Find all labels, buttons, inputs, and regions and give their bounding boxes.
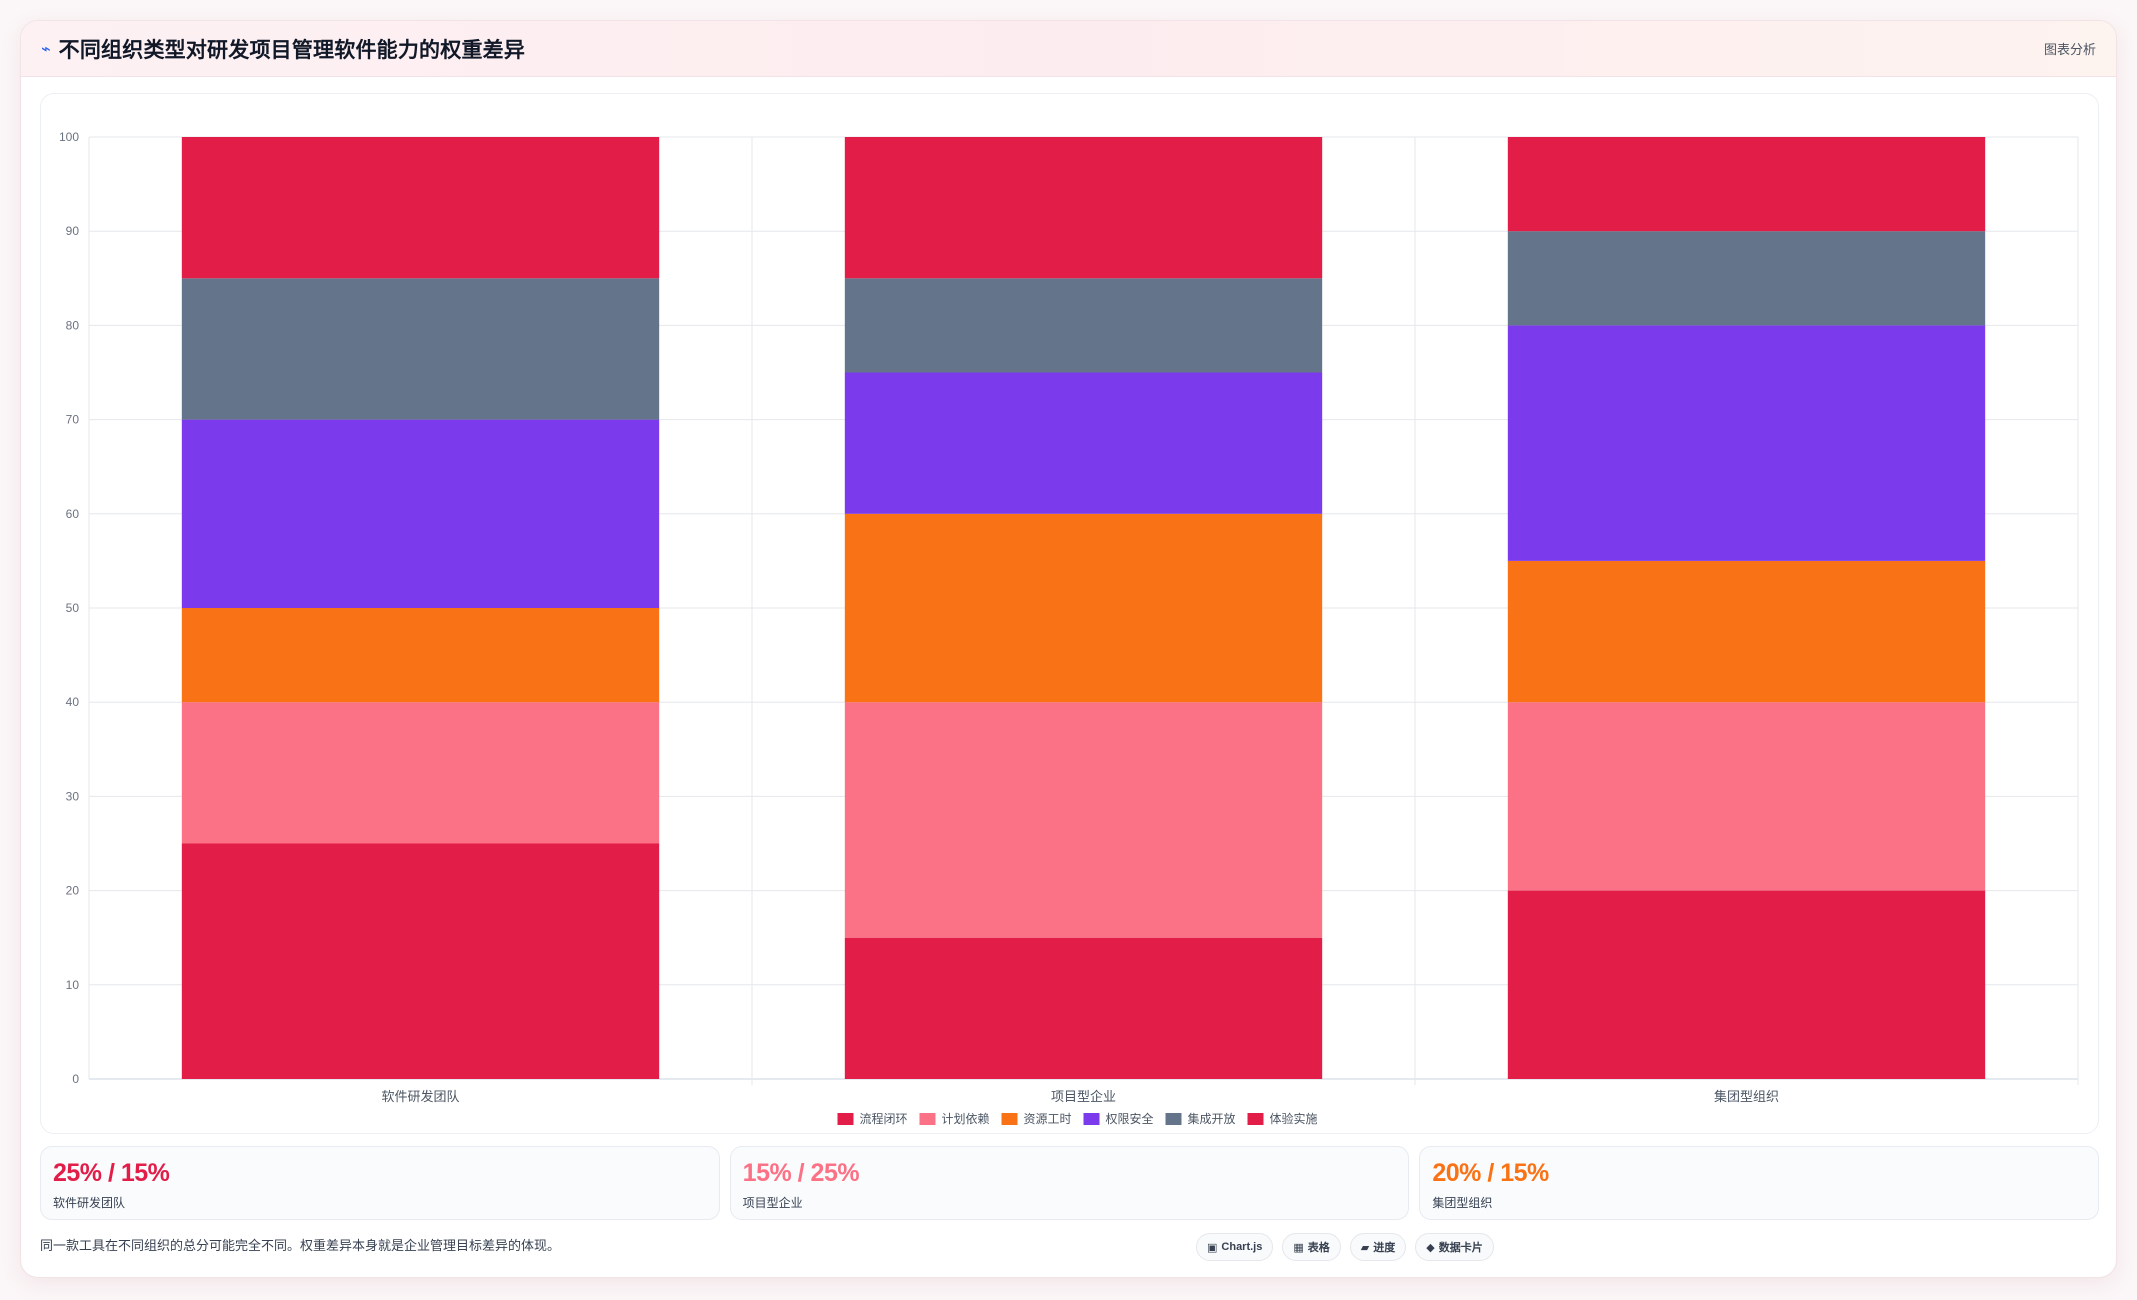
card-header: ⌁ 不同组织类型对研发项目管理软件能力的权重差异 图表分析: [21, 21, 2116, 77]
y-tick-label: 50: [66, 601, 80, 615]
stat-cards: 25% / 15% 软件研发团队 15% / 25% 项目型企业 20% / 1…: [40, 1146, 2100, 1220]
chip-group: ▣ Chart.js ▦ 表格 ▰ 进度 ◆ 数据卡片: [1196, 1233, 1494, 1261]
chart-card: ⌁ 不同组织类型对研发项目管理软件能力的权重差异 图表分析 0 10 20 30 40 5…: [20, 20, 2117, 1278]
chip-progress[interactable]: ▰ 进度: [1349, 1233, 1407, 1261]
chip-chartjs[interactable]: ▣ Chart.js: [1196, 1233, 1274, 1261]
legend-swatch: [919, 1113, 936, 1125]
chip-label: 表格: [1307, 1242, 1330, 1254]
bar-segment: [1507, 325, 1986, 561]
bar-segment: [844, 513, 1323, 703]
stacked-bar-chart: 0 10 20 30 40 50 60 70 80 90 100 软件研发团队 项目型企业 集团型组织流程…: [59, 130, 2079, 1126]
page-title: 不同组织类型对研发项目管理软件能力的权重差异: [58, 38, 526, 62]
bar-segment: [844, 372, 1323, 514]
chip-label: 进度: [1373, 1242, 1396, 1254]
stat-label: 软件研发团队: [53, 1196, 126, 1210]
table-icon: ▦: [1293, 1241, 1304, 1254]
stat-value: 15% / 25%: [742, 1159, 860, 1187]
stat-label: 集团型组织: [1432, 1196, 1493, 1210]
y-tick-label: 70: [66, 413, 80, 427]
bar-segment: [1507, 702, 1986, 891]
legend-label: 集成开放: [1188, 1111, 1236, 1126]
card-footer: 同一款工具在不同组织的总分可能完全不同。权重差异本身就是企业管理目标差异的体现。…: [40, 1231, 2099, 1265]
footer-note: 同一款工具在不同组织的总分可能完全不同。权重差异本身就是企业管理目标差异的体现。: [40, 1238, 561, 1253]
stat-label: 项目型企业: [742, 1196, 803, 1210]
y-tick-label: 10: [66, 978, 80, 992]
legend-swatch: [1247, 1113, 1264, 1125]
bar-segment: [844, 702, 1323, 938]
bar-segment: [844, 278, 1323, 373]
legend-label: 计划依赖: [942, 1111, 990, 1126]
legend-swatch: [1083, 1113, 1100, 1125]
bar-segment: [1507, 890, 1986, 1079]
legend-label: 资源工时: [1024, 1112, 1072, 1126]
legend-swatch: [837, 1113, 854, 1125]
bar-segment: [181, 419, 660, 608]
legend-label: 权限安全: [1106, 1111, 1154, 1126]
bar-segment: [181, 702, 660, 844]
y-tick-label: 90: [66, 224, 80, 238]
legend-swatch: [1165, 1113, 1182, 1125]
legend-swatch: [1001, 1113, 1018, 1125]
chart-icon: ▣: [1207, 1241, 1218, 1254]
x-tick-label: 项目型企业: [1051, 1089, 1116, 1104]
bar-segment: [1507, 231, 1986, 326]
bar-segment: [181, 608, 660, 703]
stat-card: 25% / 15% 软件研发团队: [40, 1146, 720, 1220]
chip-label: 数据卡片: [1438, 1242, 1483, 1254]
bar-segment: [1507, 560, 1986, 703]
y-tick-label: 60: [66, 507, 80, 521]
bar-segment: [181, 137, 660, 279]
y-tick-label: 40: [66, 695, 80, 709]
bar-segment: [1507, 137, 1986, 232]
chart-panel: 0 10 20 30 40 50 60 70 80 90 100 软件研发团队 项目型企业 集团型组织流程…: [40, 93, 2099, 1134]
y-tick-label: 20: [66, 884, 80, 898]
stat-value: 25% / 15%: [53, 1159, 170, 1187]
stat-card: 15% / 25% 项目型企业: [729, 1146, 1410, 1220]
chart-icon: ⌁: [41, 40, 51, 58]
chart-analysis-link[interactable]: 图表分析: [2043, 42, 2096, 57]
bar-segment: [844, 937, 1323, 1079]
chip-data-card[interactable]: ◆ 数据卡片: [1415, 1233, 1494, 1261]
title-wrap: ⌁ 不同组织类型对研发项目管理软件能力的权重差异: [41, 34, 525, 64]
y-tick-label: 100: [59, 130, 79, 144]
bar-segment: [181, 843, 660, 1079]
stat-value: 20% / 15%: [1432, 1159, 1549, 1187]
stat-card: 20% / 15% 集团型组织: [1419, 1146, 2100, 1220]
progress-icon: ▰: [1360, 1241, 1370, 1254]
legend-label: 流程闭环: [860, 1111, 908, 1126]
bar-segment: [844, 137, 1323, 279]
y-tick-label: 30: [66, 789, 80, 803]
diamond-icon: ◆: [1426, 1241, 1435, 1254]
x-tick-label: 集团型组织: [1714, 1089, 1779, 1104]
chip-table[interactable]: ▦ 表格: [1282, 1233, 1341, 1261]
y-tick-label: 0: [72, 1072, 79, 1086]
chip-label: Chart.js: [1221, 1241, 1263, 1253]
bar-segment: [181, 278, 660, 420]
x-tick-label: 软件研发团队: [381, 1089, 459, 1104]
legend-label: 体验实施: [1270, 1111, 1318, 1126]
y-tick-label: 80: [66, 318, 80, 332]
